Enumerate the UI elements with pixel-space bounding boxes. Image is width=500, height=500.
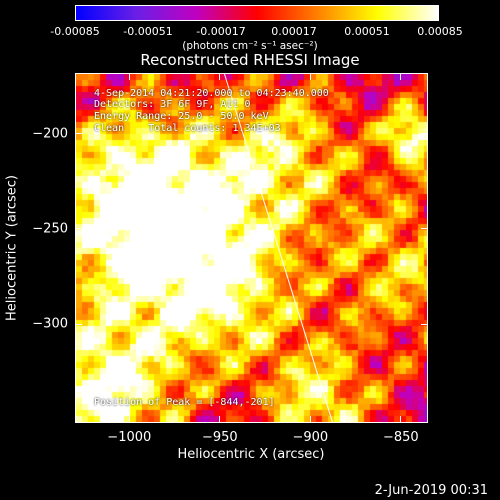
colorbar-tick: -0.00051	[123, 25, 173, 38]
x-tick-label: −900	[292, 430, 329, 445]
colorbar-tick: 0.00017	[271, 25, 317, 38]
limb-line	[223, 74, 333, 422]
annotation-detectors: Detectors: 3F 6F 9F, Att 0	[94, 99, 251, 110]
colorbar-tick: 0.00085	[417, 25, 463, 38]
solar-limb-line	[223, 74, 333, 422]
annotation-peak: Position of Peak = [-844,-201]	[94, 397, 275, 408]
colorbar	[75, 5, 439, 21]
x-tick-mark	[309, 73, 311, 80]
x-axis-label: Heliocentric X (arcsec)	[177, 447, 325, 462]
annotation-energy: Energy Range: 25.0 - 50.0 keV	[94, 111, 269, 122]
x-tick-mark	[309, 416, 311, 423]
y-tick-label: −300	[32, 316, 68, 332]
y-tick-mark	[421, 323, 428, 325]
colorbar-tick: 0.00051	[344, 25, 390, 38]
y-tick-label: −250	[32, 221, 68, 237]
x-tick-mark	[219, 416, 221, 423]
x-tick-mark	[400, 416, 402, 423]
y-tick-mark	[75, 228, 82, 230]
y-tick-mark	[421, 133, 428, 135]
annotation-time: 4-Sep-2014 04:21:20.000 to 04:23:40.000	[94, 88, 329, 99]
plot-area: 4-Sep-2014 04:21:20.000 to 04:23:40.000 …	[75, 73, 428, 423]
x-tick-label: −850	[382, 430, 419, 445]
x-tick-mark	[128, 416, 130, 423]
annotation-clean: Clean Total counts: 1.34E+03	[94, 123, 281, 134]
colorbar-tick: -0.00085	[50, 25, 100, 38]
chart-title: Reconstructed RHESSI Image	[140, 51, 360, 69]
x-tick-mark	[219, 73, 221, 80]
x-tick-label: −1000	[107, 430, 152, 445]
colorbar-units: (photons cm⁻² s⁻¹ asec⁻²)	[182, 40, 318, 52]
timestamp: 2-Jun-2019 00:31	[374, 483, 488, 498]
y-tick-mark	[421, 228, 428, 230]
x-tick-label: −950	[201, 430, 238, 445]
y-axis-label: Heliocentric Y (arcsec)	[4, 175, 20, 321]
y-tick-mark	[75, 133, 82, 135]
x-tick-mark	[128, 73, 130, 80]
colorbar-tick: -0.00017	[196, 25, 246, 38]
y-tick-label: −200	[32, 126, 68, 142]
x-tick-mark	[400, 73, 402, 80]
y-tick-mark	[75, 323, 82, 325]
heatmap-image	[76, 74, 427, 422]
